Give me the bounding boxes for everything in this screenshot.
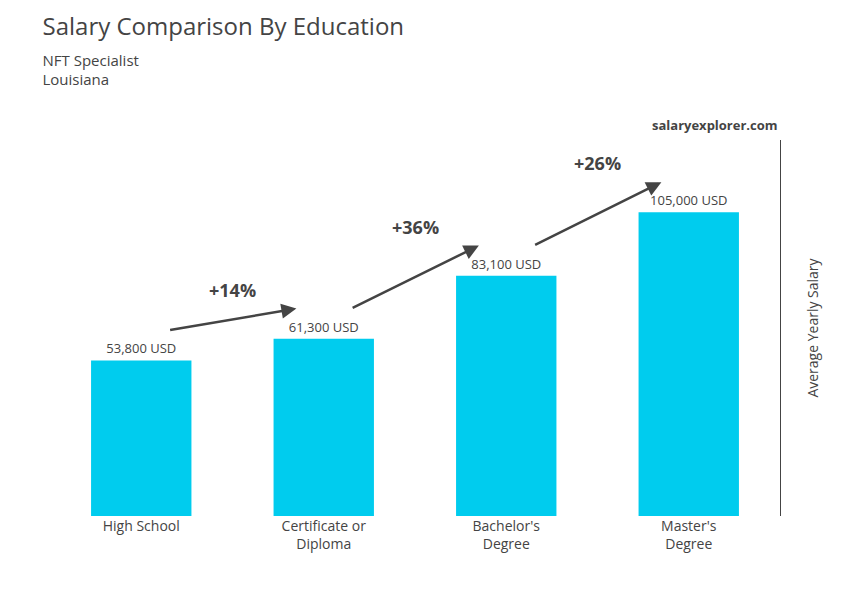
svg-text:105,000 USD: 105,000 USD — [650, 191, 727, 209]
svg-text:Salary Comparison By Education: Salary Comparison By Education — [43, 9, 405, 42]
svg-text:Certificate orDiploma: Certificate orDiploma — [282, 516, 367, 553]
svg-text:+26%: +26% — [574, 151, 621, 175]
svg-text:salaryexplorer.com: salaryexplorer.com — [652, 116, 778, 134]
svg-text:Average Yearly Salary: Average Yearly Salary — [803, 257, 822, 397]
svg-text:Master'sDegree: Master'sDegree — [661, 516, 717, 553]
svg-text:53,800 USD: 53,800 USD — [106, 339, 176, 357]
svg-text:High School: High School — [103, 516, 180, 535]
svg-text:NFT SpecialistLouisiana: NFT SpecialistLouisiana — [43, 50, 139, 90]
svg-text:83,100 USD: 83,100 USD — [471, 255, 541, 273]
svg-text:+14%: +14% — [209, 278, 256, 302]
svg-text:61,300 USD: 61,300 USD — [289, 318, 359, 336]
svg-text:Bachelor'sDegree: Bachelor'sDegree — [473, 516, 541, 553]
svg-text:+36%: +36% — [392, 215, 439, 239]
